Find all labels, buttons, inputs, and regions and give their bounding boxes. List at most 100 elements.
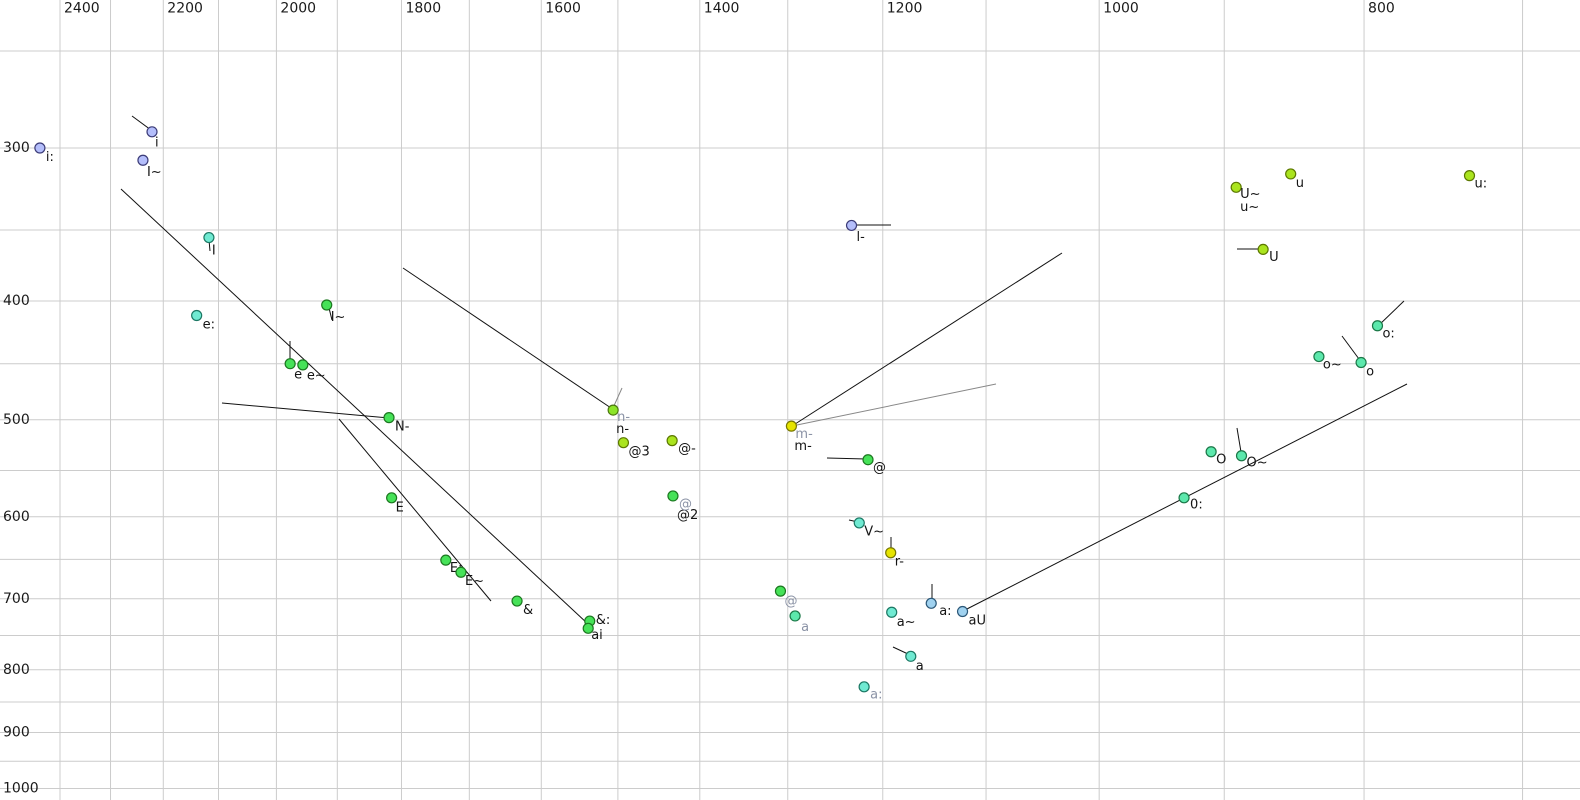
vowel-point-o: o bbox=[1355, 356, 1374, 379]
vowel-label: a: bbox=[870, 688, 882, 703]
vowel-label: m- bbox=[795, 427, 813, 442]
vowel-label: i bbox=[155, 136, 159, 151]
y-tick-label: 500 bbox=[3, 412, 30, 428]
vowel-point-a: a bbox=[789, 610, 809, 635]
vowel-point-@: @ bbox=[862, 454, 886, 476]
trajectory-line bbox=[791, 252, 1063, 427]
vowel-marker bbox=[383, 412, 395, 424]
vowel-marker bbox=[34, 142, 46, 154]
vowel-label: a~ bbox=[897, 615, 916, 630]
vowel-point-E~: E~ bbox=[455, 566, 484, 589]
vowel-point-i: i bbox=[146, 126, 159, 151]
vowel-point-o:: o: bbox=[1371, 320, 1395, 342]
vowel-point-&: & bbox=[511, 595, 533, 618]
vowel-point-V~: V~ bbox=[853, 517, 884, 540]
vowel-label: E bbox=[396, 501, 404, 516]
vowel-point-E: E bbox=[386, 492, 404, 516]
vowel-marker bbox=[203, 231, 215, 244]
vowel-point-a:: a: bbox=[858, 681, 882, 703]
vowel-point-l-: l- bbox=[845, 219, 866, 245]
y-tick-label: 600 bbox=[3, 509, 30, 525]
x-tick-label: 1000 bbox=[1103, 1, 1139, 17]
vowel-label: 0: bbox=[1190, 498, 1203, 513]
vowel-point-I: I bbox=[203, 231, 216, 258]
vowel-label: e~ bbox=[307, 369, 326, 384]
vowel-point-N-: N- bbox=[383, 412, 410, 434]
vowel-label: @2 bbox=[677, 508, 698, 523]
vowel-point-@3: @3 bbox=[617, 437, 650, 459]
x-tick-label: 1400 bbox=[704, 1, 740, 17]
vowel-point-@: @ bbox=[774, 585, 797, 609]
vowel-label: a: bbox=[939, 604, 951, 619]
vowel-label: o~ bbox=[1323, 357, 1342, 372]
vowel-label: l- bbox=[857, 230, 866, 245]
trajectory-line bbox=[791, 383, 997, 427]
vowel-label-secondary: m- bbox=[794, 439, 812, 454]
vowel-label: a bbox=[916, 659, 924, 674]
vowel-label: N- bbox=[395, 419, 410, 434]
vowel-point-m-: m-m- bbox=[785, 420, 813, 454]
vowel-marker bbox=[1178, 492, 1190, 504]
y-tick-label: 700 bbox=[3, 591, 30, 607]
y-tick-label: 300 bbox=[3, 140, 30, 156]
vowel-label: i: bbox=[46, 150, 54, 165]
vowel-point-n-: n-n- bbox=[607, 404, 630, 437]
vowel-point-I~: I~ bbox=[321, 299, 345, 325]
vowel-marker bbox=[785, 420, 798, 432]
vowel-marker bbox=[885, 547, 897, 559]
vowel-marker bbox=[440, 554, 452, 566]
vowel-marker bbox=[511, 595, 523, 607]
vowel-point-U: U bbox=[1257, 243, 1279, 265]
x-tick-label: 2000 bbox=[280, 1, 316, 17]
vowel-label: @ bbox=[784, 594, 797, 609]
x-tick-label: 1800 bbox=[405, 1, 441, 17]
vowel-label: n- bbox=[617, 410, 630, 425]
trajectory-line bbox=[1341, 335, 1360, 360]
vowel-marker bbox=[1371, 320, 1384, 332]
vowel-label: @ bbox=[873, 461, 886, 476]
vowel-marker bbox=[1463, 170, 1476, 182]
vowel-marker bbox=[1205, 446, 1217, 458]
vowel-point-0:: 0: bbox=[1178, 492, 1203, 513]
vowel-point-o~: o~ bbox=[1313, 350, 1342, 372]
vowel-marker bbox=[1257, 243, 1269, 256]
vowel-point-I~: I~ bbox=[137, 154, 162, 180]
vowel-label: O bbox=[1216, 453, 1226, 468]
vowel-point-e~: e~ bbox=[297, 359, 326, 384]
trajectory-line bbox=[1377, 300, 1405, 327]
vowel-label: @3 bbox=[628, 444, 649, 459]
vowel-label: e bbox=[294, 368, 302, 383]
vowel-marker bbox=[137, 154, 149, 166]
trajectory-line bbox=[1236, 427, 1242, 453]
x-tick-label: 1200 bbox=[887, 1, 923, 17]
vowel-marker bbox=[582, 622, 594, 634]
vowel-label-secondary: @ bbox=[679, 497, 692, 512]
x-tick-label: 800 bbox=[1368, 1, 1395, 17]
vowel-point-O: O bbox=[1205, 446, 1226, 468]
vowel-marker bbox=[191, 309, 203, 322]
trajectory-line bbox=[826, 457, 867, 460]
vowel-label: o bbox=[1366, 364, 1374, 379]
vowel-label: @- bbox=[678, 441, 696, 456]
vowel-point-ai: ai bbox=[582, 622, 603, 643]
vowel-marker bbox=[146, 126, 158, 138]
trajectory-line bbox=[892, 646, 909, 655]
y-tick-label: 400 bbox=[3, 293, 30, 309]
vowel-marker bbox=[297, 359, 309, 371]
trajectory-line bbox=[221, 402, 390, 419]
vowel-marker bbox=[607, 404, 619, 416]
vowel-marker bbox=[774, 585, 787, 597]
vowel-point-aU: aU bbox=[956, 605, 986, 628]
vowel-point-u:: u: bbox=[1463, 170, 1487, 191]
vowel-marker bbox=[862, 454, 874, 466]
vowel-marker bbox=[284, 358, 296, 370]
vowel-marker bbox=[905, 650, 917, 662]
vowel-label: U~ bbox=[1240, 187, 1260, 202]
vowel-label: O~ bbox=[1247, 456, 1268, 471]
vowel-label: U bbox=[1269, 250, 1279, 265]
axis-labels: 2400 2200 2000 1800 1600 1400 1200 1000 800 300 40… bbox=[3, 1, 1395, 797]
vowel-label: e: bbox=[203, 317, 215, 332]
vowel-marker bbox=[386, 492, 398, 504]
vowel-marker bbox=[1285, 168, 1297, 180]
